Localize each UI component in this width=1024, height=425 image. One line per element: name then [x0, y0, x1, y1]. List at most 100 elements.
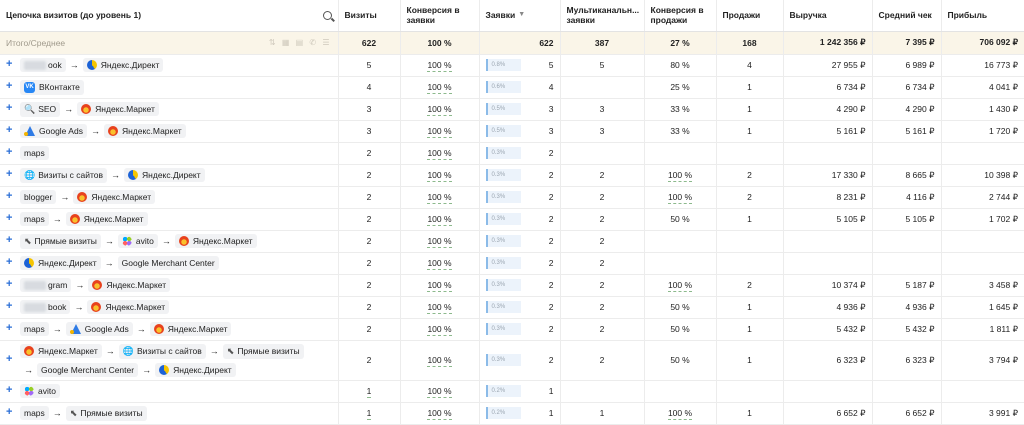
conv-leads-cell-value[interactable]: 100 % — [427, 258, 452, 270]
col-header-revenue[interactable]: Выручка — [782, 0, 872, 32]
chain-step-chip[interactable]: Google Merchant Center — [117, 256, 219, 270]
expand-plus-icon[interactable]: + — [6, 234, 13, 247]
conv-leads-cell-value[interactable]: 100 % — [427, 302, 452, 314]
conv-leads-cell-value[interactable]: 100 % — [427, 104, 452, 116]
conv-leads-cell-value[interactable]: 100 % — [427, 170, 452, 182]
search-icon[interactable] — [322, 10, 332, 20]
conv-leads-cell-value[interactable]: 100 % — [427, 355, 452, 367]
conv-sales-cell-value[interactable]: 100 % — [667, 280, 693, 292]
conv-sales-cell-value[interactable]: 100 % — [667, 192, 693, 204]
chain-step-chip[interactable]: ook — [20, 58, 66, 72]
conv-sales-cell-value[interactable]: 100 % — [667, 408, 693, 420]
chain-step-chip[interactable]: avito — [117, 234, 158, 248]
col-header-visits[interactable]: Визиты — [337, 0, 400, 32]
chain-step-chip[interactable]: Яндекс.Маркет — [103, 124, 186, 138]
conv-leads-cell-value[interactable]: 100 % — [427, 386, 452, 398]
chain-step-chip[interactable]: 🔍 SEO — [20, 101, 61, 117]
revenue-cell: 5 432 ₽ — [782, 318, 872, 341]
chain-cell: + blogger → Яндекс.Маркет — [0, 186, 338, 209]
conv-leads-cell-value[interactable]: 100 % — [427, 148, 452, 160]
expand-plus-icon[interactable]: + — [6, 212, 13, 225]
yandex-market-icon — [178, 236, 189, 246]
chain-step-chip[interactable]: Google Merchant Center — [37, 362, 139, 377]
conv-leads-cell-value[interactable]: 100 % — [427, 126, 452, 138]
chain-step-chip[interactable]: maps — [20, 212, 49, 226]
expand-plus-icon[interactable]: + — [6, 256, 13, 269]
chain-step-chip[interactable]: Яндекс.Маркет — [65, 212, 148, 226]
chain-step-chip[interactable]: Google Ads — [20, 124, 87, 138]
conv-leads-cell-value[interactable]: 100 % — [427, 214, 452, 226]
chain-step-chip[interactable]: Яндекс.Маркет — [20, 344, 102, 358]
redacted-text — [24, 60, 46, 70]
chain-step-chip[interactable]: maps — [20, 406, 49, 420]
col-header-conv-leads[interactable]: Конверсия в заявки — [399, 0, 479, 32]
chain-step-chip[interactable]: Google Ads — [65, 322, 133, 336]
expand-plus-icon[interactable]: + — [6, 190, 13, 203]
chain-step-chip[interactable]: Яндекс.Маркет — [149, 322, 232, 336]
conv-leads-cell-value[interactable]: 100 % — [427, 236, 452, 248]
conv-sales-cell-value[interactable]: 100 % — [667, 170, 693, 182]
col-header-avg-check[interactable]: Средний чек — [871, 0, 941, 32]
yandex-direct-icon — [24, 258, 34, 268]
expand-plus-icon[interactable]: + — [6, 322, 13, 335]
chain-step-chip[interactable]: Яндекс.Маркет — [174, 234, 257, 248]
chain-step-chip[interactable]: ⬉ Прямые визиты — [20, 233, 101, 249]
expand-plus-icon[interactable]: + — [6, 168, 13, 181]
chain-step-chip[interactable]: ⬉ Прямые визиты — [222, 343, 304, 359]
visit-chain: book → Яндекс.Маркет — [20, 300, 170, 314]
col-header-profit[interactable]: Прибыль — [940, 0, 1024, 32]
col-header-sales[interactable]: Продажи — [715, 0, 783, 32]
chain-step-chip[interactable]: maps — [20, 146, 49, 160]
chain-step-chip[interactable]: ⬉ Прямые визиты — [65, 405, 147, 421]
chain-step-chip[interactable]: Яндекс.Маркет — [73, 190, 156, 204]
header-row: Цепочка визитов (до уровень 1) Визиты Ко… — [0, 0, 1024, 32]
chain-step-chip[interactable]: book — [20, 300, 71, 314]
col-header-chain[interactable]: Цепочка визитов (до уровень 1) — [0, 0, 338, 32]
col-header-multichannel[interactable]: Мультиканальн... заявки — [559, 0, 644, 32]
chain-step-chip[interactable]: 🌐 Визиты с сайтов — [20, 167, 108, 183]
chain-step-chip[interactable]: blogger — [20, 190, 57, 204]
multichannel-cell: 5 — [559, 54, 644, 77]
chain-step-chip[interactable]: Яндекс.Директ — [20, 256, 101, 270]
expand-plus-icon[interactable]: + — [6, 58, 13, 71]
visits-cell-value[interactable]: 1 — [366, 408, 372, 420]
conv-sales-cell-value: 33 % — [670, 104, 690, 114]
expand-plus-icon[interactable]: + — [6, 353, 13, 366]
chain-step-chip[interactable]: avito — [20, 384, 60, 398]
conv-leads-cell-value[interactable]: 100 % — [427, 324, 452, 336]
conv-sales-cell: 33 % — [643, 120, 716, 143]
conv-leads-cell-value[interactable]: 100 % — [427, 408, 452, 420]
chain-step-chip[interactable]: VK ВКонтакте — [20, 79, 84, 95]
leads-bar-percent: 0.2% — [491, 410, 506, 416]
chain-cell: + maps → Google Ads → Яндекс.Маркет — [0, 318, 338, 341]
conv-leads-cell-value[interactable]: 100 % — [427, 60, 452, 72]
expand-plus-icon[interactable]: + — [6, 80, 13, 93]
expand-plus-icon[interactable]: + — [6, 146, 13, 159]
chain-cell: + ⬉ Прямые визиты → avito → Яндекс.Маркет — [0, 230, 338, 253]
expand-plus-icon[interactable]: + — [6, 124, 13, 137]
summary-tools-icons[interactable]: ⇅ ▦ ▤ ✆ ☰ — [268, 37, 332, 47]
visits-cell-value[interactable]: 1 — [366, 386, 372, 398]
col-header-conv-sales[interactable]: Конверсия в продажи — [643, 0, 716, 32]
expand-plus-icon[interactable]: + — [6, 384, 13, 397]
chain-step-chip[interactable]: maps — [20, 322, 49, 336]
chain-step-chip[interactable]: Яндекс.Маркет — [87, 300, 170, 314]
sort-desc-icon[interactable]: ▼ — [518, 11, 526, 19]
conv-leads-cell-value[interactable]: 100 % — [427, 192, 452, 204]
chain-step-chip[interactable]: Яндекс.Маркет — [88, 278, 171, 292]
leads-bar: 0.3% 2 — [485, 301, 554, 313]
chain-step-chip[interactable]: Яндекс.Директ — [124, 168, 205, 182]
chain-step-chip[interactable]: Яндекс.Директ — [155, 362, 236, 377]
chain-step-chip[interactable]: 🌐 Визиты с сайтов — [118, 343, 206, 359]
expand-plus-icon[interactable]: + — [6, 102, 13, 115]
expand-plus-icon[interactable]: + — [6, 300, 13, 313]
expand-plus-icon[interactable]: + — [6, 278, 13, 291]
conv-leads-cell-value[interactable]: 100 % — [427, 280, 452, 292]
conv-leads-cell-value[interactable]: 100 % — [427, 82, 452, 94]
summary-sales: 168 — [715, 31, 783, 55]
chain-step-chip[interactable]: gram — [20, 278, 72, 292]
chain-step-chip[interactable]: Яндекс.Маркет — [77, 102, 159, 116]
col-header-leads[interactable]: Заявки ▼ — [478, 0, 560, 32]
expand-plus-icon[interactable]: + — [6, 406, 13, 419]
chain-step-chip[interactable]: Яндекс.Директ — [82, 58, 164, 72]
